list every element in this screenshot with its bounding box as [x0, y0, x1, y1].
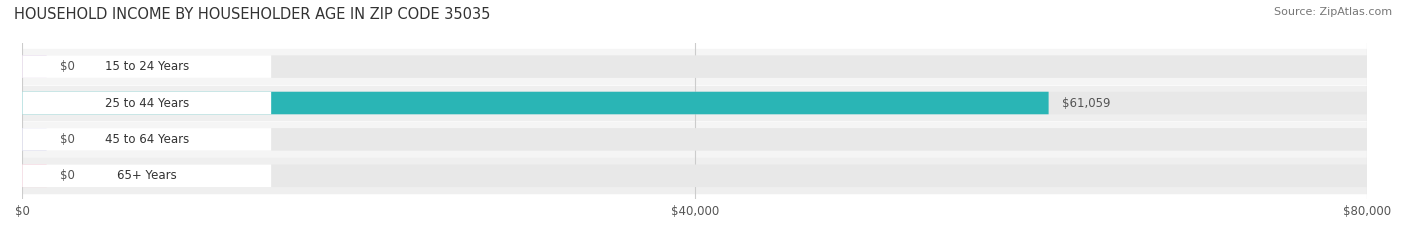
- FancyBboxPatch shape: [22, 92, 1049, 114]
- FancyBboxPatch shape: [22, 55, 1367, 78]
- FancyBboxPatch shape: [22, 164, 1367, 187]
- Bar: [22, 158, 1367, 193]
- Text: $0: $0: [60, 169, 75, 182]
- Text: 25 to 44 Years: 25 to 44 Years: [104, 96, 188, 110]
- Text: 15 to 24 Years: 15 to 24 Years: [104, 60, 188, 73]
- Text: Source: ZipAtlas.com: Source: ZipAtlas.com: [1274, 7, 1392, 17]
- FancyBboxPatch shape: [22, 128, 1367, 151]
- FancyBboxPatch shape: [22, 55, 46, 78]
- FancyBboxPatch shape: [22, 92, 271, 114]
- Text: 65+ Years: 65+ Years: [117, 169, 177, 182]
- FancyBboxPatch shape: [22, 128, 271, 151]
- FancyBboxPatch shape: [22, 164, 271, 187]
- Bar: [22, 122, 1367, 157]
- Text: HOUSEHOLD INCOME BY HOUSEHOLDER AGE IN ZIP CODE 35035: HOUSEHOLD INCOME BY HOUSEHOLDER AGE IN Z…: [14, 7, 491, 22]
- Text: $0: $0: [60, 60, 75, 73]
- Bar: [22, 49, 1367, 84]
- FancyBboxPatch shape: [22, 55, 271, 78]
- FancyBboxPatch shape: [22, 92, 1367, 114]
- Text: $0: $0: [60, 133, 75, 146]
- FancyBboxPatch shape: [22, 164, 46, 187]
- Text: $61,059: $61,059: [1062, 96, 1111, 110]
- FancyBboxPatch shape: [22, 128, 46, 151]
- Text: 45 to 64 Years: 45 to 64 Years: [104, 133, 188, 146]
- Bar: [22, 86, 1367, 120]
